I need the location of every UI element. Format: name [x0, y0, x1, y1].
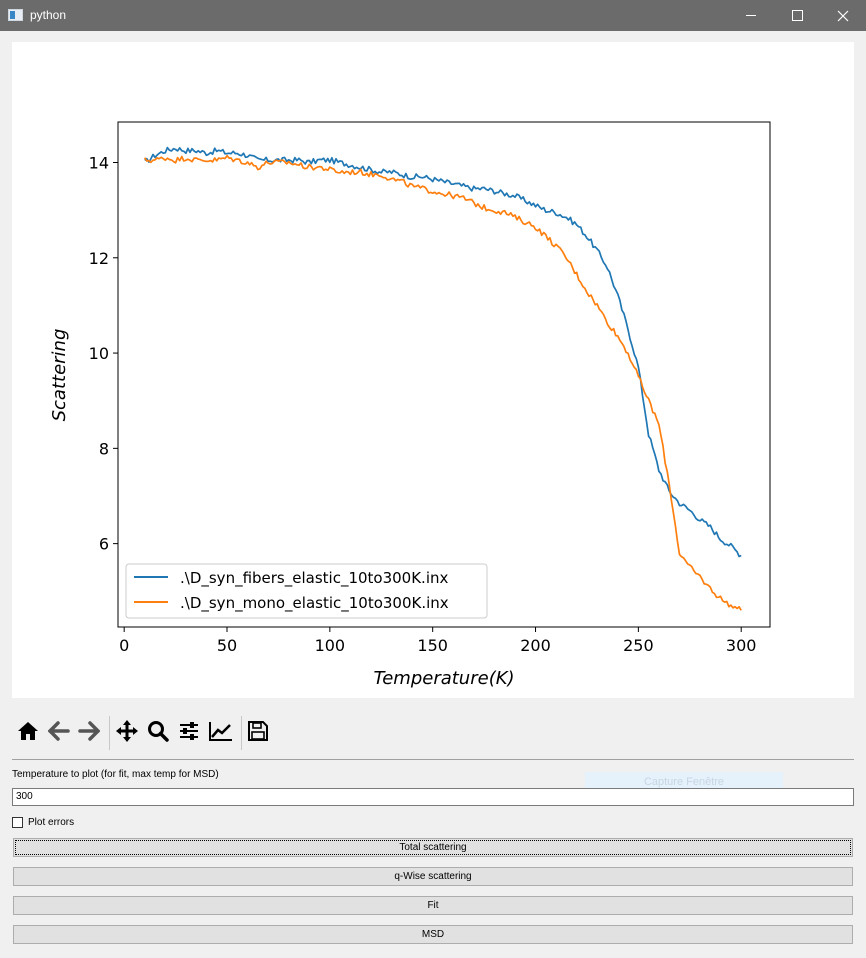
axes-frame: [117, 121, 771, 628]
total-scattering-button[interactable]: Total scattering: [13, 838, 853, 857]
x-tick-label: 200: [520, 636, 551, 655]
close-window-button[interactable]: [820, 0, 866, 31]
plot-canvas[interactable]: 0 50 100 150 200 250 300 6 8 10 12 14 Temperature(…: [12, 42, 854, 698]
scattering-chart: 0 50 100 150 200 250 300 6 8 10 12 14 Temperature(…: [49, 121, 771, 689]
window-title: python: [30, 8, 67, 22]
subplots-button[interactable]: [174, 712, 204, 750]
x-tick-label: 50: [217, 636, 237, 655]
forward-button[interactable]: [74, 712, 104, 750]
toolbar-divider: [12, 759, 854, 760]
pan-move-icon: [116, 720, 138, 742]
legend-box: [125, 563, 488, 619]
edit-axes-button[interactable]: [206, 712, 236, 750]
maximize-button[interactable]: [774, 0, 820, 31]
msd-button[interactable]: MSD: [13, 925, 853, 944]
toolbar-separator: [241, 716, 242, 750]
x-ticks: 0 50 100 150 200 250 300: [119, 627, 756, 655]
temperature-input[interactable]: 300: [12, 788, 854, 806]
y-tick-label: 6: [99, 535, 109, 554]
home-button[interactable]: [13, 712, 43, 750]
x-tick-label: 100: [315, 636, 346, 655]
edit-axes-curves-icon: [209, 722, 232, 741]
x-tick-label: 0: [119, 636, 129, 655]
back-button[interactable]: [44, 712, 74, 750]
x-tick-label: 150: [417, 636, 448, 655]
forward-arrow-icon: [78, 721, 100, 741]
python-app-icon: [8, 9, 23, 21]
legend-label-fibers: .\D_syn_fibers_elastic_10to300K.inx: [180, 569, 449, 588]
plot-errors-checkbox[interactable]: [12, 816, 23, 828]
pan-button[interactable]: [112, 712, 142, 750]
navigation-toolbar: [12, 712, 854, 750]
x-tick-label: 300: [726, 636, 757, 655]
y-tick-label: 14: [89, 153, 109, 172]
toolbar-separator: [109, 716, 110, 750]
temperature-label: Temperature to plot (for fit, max temp f…: [12, 769, 219, 780]
q-wise-scattering-button[interactable]: q-Wise scattering: [13, 867, 853, 886]
zoom-button[interactable]: [143, 712, 173, 750]
y-tick-label: 8: [99, 439, 109, 458]
plot-errors-label: Plot errors: [28, 816, 75, 828]
subplots-config-icon: [180, 722, 198, 740]
minimize-button[interactable]: [728, 0, 774, 31]
back-arrow-icon: [48, 721, 70, 741]
series-line-mono: [143, 154, 742, 611]
y-axis-label: Scattering: [49, 329, 70, 422]
x-axis-label: Temperature(K): [373, 668, 514, 689]
plot-errors-row[interactable]: Plot errors: [12, 815, 74, 829]
x-tick-label: 250: [623, 636, 654, 655]
zoom-magnifier-icon: [148, 721, 169, 742]
legend-label-mono: .\D_syn_mono_elastic_10to300K.inx: [180, 594, 449, 613]
y-tick-label: 12: [89, 249, 109, 268]
home-icon: [18, 722, 38, 740]
capture-window-button[interactable]: Capture Fenêtre: [585, 772, 783, 792]
series-lines: [143, 146, 742, 611]
save-button[interactable]: [243, 712, 273, 750]
legend: .\D_syn_fibers_elastic_10to300K.inx .\D_…: [125, 563, 488, 619]
title-bar: python: [0, 0, 866, 31]
fit-button[interactable]: Fit: [13, 896, 853, 915]
y-tick-label: 10: [89, 344, 109, 363]
save-floppy-icon: [248, 721, 268, 741]
y-ticks: 6 8 10 12 14: [89, 153, 118, 554]
series-line-fibers: [144, 146, 742, 558]
close-icon: [837, 10, 849, 22]
